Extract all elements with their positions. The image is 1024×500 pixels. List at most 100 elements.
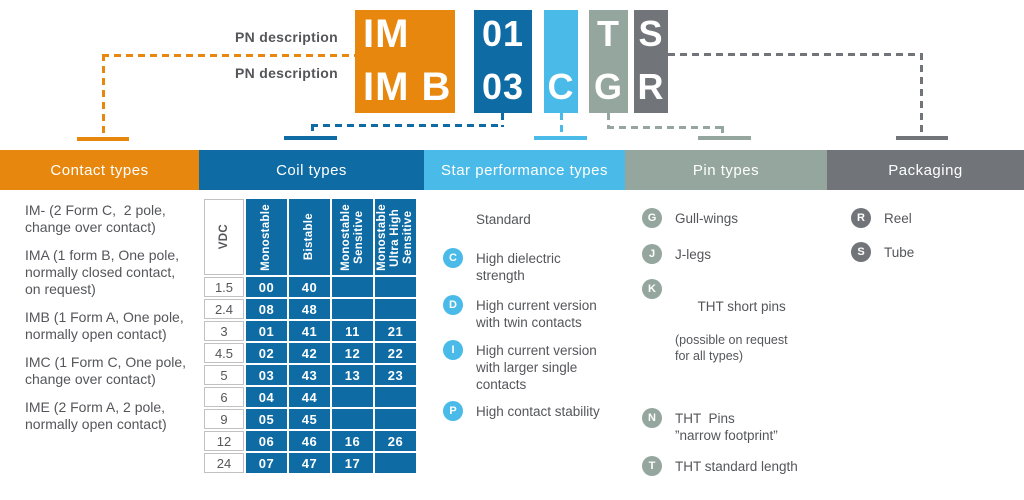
coil-table-row: 9 05 45 bbox=[204, 409, 416, 429]
pn-block-contact-line1: IM bbox=[363, 12, 410, 56]
packaging-badge-s-icon: S bbox=[851, 242, 871, 262]
coil-code-cell: 13 bbox=[332, 365, 373, 385]
pn-block-contact-line2: IM B bbox=[363, 65, 452, 109]
coil-code-cell bbox=[375, 277, 416, 297]
connector-contact-vertical bbox=[102, 54, 105, 134]
coil-table-header-cell: Monostable Ultra High Sensitive bbox=[375, 199, 416, 275]
coil-code-cell: 48 bbox=[289, 299, 330, 319]
coil-code-cell: 08 bbox=[246, 299, 287, 319]
coil-table-header-monostable: Monostable bbox=[260, 203, 272, 271]
pin-item-k: K THT short pins (possible on request fo… bbox=[642, 279, 822, 398]
star-item-standard: Standard bbox=[443, 209, 628, 229]
coil-table-header-bistable: Bistable bbox=[303, 213, 315, 261]
star-performance-list: Standard C High dielectric strength D Hi… bbox=[443, 209, 628, 421]
pin-badge-n-icon: N bbox=[642, 408, 662, 428]
coil-vdc-value: 9 bbox=[204, 409, 244, 429]
coil-vdc-value: 12 bbox=[204, 431, 244, 451]
connector-pin-horizontal bbox=[607, 126, 724, 129]
coil-code-cell: 43 bbox=[289, 365, 330, 385]
packaging-item-text: Reel bbox=[884, 211, 912, 226]
star-item-text: Standard bbox=[476, 212, 531, 227]
contact-type-item: IMC (1 Form C, One pole, change over con… bbox=[25, 354, 187, 387]
coil-table-header-cell: Monostable bbox=[246, 199, 287, 275]
coil-code-cell: 03 bbox=[246, 365, 287, 385]
pn-description-label-bottom: PN description bbox=[235, 65, 338, 81]
coil-code-cell: 40 bbox=[289, 277, 330, 297]
coil-code-cell: 07 bbox=[246, 453, 287, 473]
connector-contact-endbar bbox=[77, 137, 129, 141]
pn-block-coil-line2: 03 bbox=[481, 66, 525, 107]
badge-spacer bbox=[443, 209, 463, 229]
coil-code-cell: 44 bbox=[289, 387, 330, 407]
coil-code-cell: 42 bbox=[289, 343, 330, 363]
star-item-c: C High dielectric strength bbox=[443, 248, 628, 284]
coil-code-cell bbox=[375, 409, 416, 429]
coil-code-cell: 46 bbox=[289, 431, 330, 451]
connector-pin-vertical-bottom bbox=[721, 126, 724, 138]
connector-contact-horizontal bbox=[102, 54, 355, 57]
coil-code-cell: 04 bbox=[246, 387, 287, 407]
coil-code-cell: 22 bbox=[375, 343, 416, 363]
contact-type-item: IMB (1 Form A, One pole, normally open c… bbox=[25, 309, 184, 342]
coil-code-cell: 23 bbox=[375, 365, 416, 385]
star-item-d: D High current version with twin contact… bbox=[443, 295, 628, 331]
pn-block-coil-line1: 01 bbox=[481, 13, 525, 54]
coil-table-row: 4.5 02 42 12 22 bbox=[204, 343, 416, 363]
header-pin-types: Pin types bbox=[625, 150, 827, 190]
coil-table-vdc-header-cell: VDC bbox=[204, 199, 244, 275]
star-item-text: High current version with larger single … bbox=[476, 343, 597, 392]
contact-type-item: IME (2 Form A, 2 pole, normally open con… bbox=[25, 399, 167, 432]
coil-code-cell: 17 bbox=[332, 453, 373, 473]
coil-table-row: 5 03 43 13 23 bbox=[204, 365, 416, 385]
star-item-text: High contact stability bbox=[476, 404, 600, 419]
pn-block-coil: 01 03 bbox=[474, 10, 532, 113]
contact-type-item: IMA (1 form B, One pole, normally closed… bbox=[25, 247, 180, 297]
pin-badge-g-icon: G bbox=[642, 208, 662, 228]
coil-code-cell: 11 bbox=[332, 321, 373, 341]
coil-code-cell bbox=[332, 409, 373, 429]
connector-star-endbar bbox=[534, 136, 587, 140]
coil-code-cell: 26 bbox=[375, 431, 416, 451]
star-badge-c-icon: C bbox=[443, 248, 463, 268]
packaging-item-text: Tube bbox=[884, 245, 915, 260]
pin-item-text: Gull-wings bbox=[675, 211, 739, 226]
coil-code-cell: 47 bbox=[289, 453, 330, 473]
coil-code-cell: 16 bbox=[332, 431, 373, 451]
pin-item-note: (possible on request for all types) bbox=[675, 333, 788, 363]
coil-vdc-value: 2.4 bbox=[204, 299, 244, 319]
connector-packaging-endbar bbox=[896, 136, 948, 140]
pin-badge-t-icon: T bbox=[642, 456, 662, 476]
coil-code-cell: 12 bbox=[332, 343, 373, 363]
pn-block-star: C bbox=[544, 10, 578, 113]
coil-table-header-row: VDC Monostable Bistable Monostable Sensi… bbox=[204, 199, 416, 275]
header-coil-types-label: Coil types bbox=[276, 161, 347, 179]
pn-block-pin-line2: G bbox=[593, 66, 623, 107]
coil-table-vdc-header-label: VDC bbox=[217, 224, 230, 250]
packaging-item-r: R Reel bbox=[851, 208, 1001, 228]
coil-table-row: 2.4 08 48 bbox=[204, 299, 416, 319]
coil-code-cell: 00 bbox=[246, 277, 287, 297]
pn-block-pin-line1: T bbox=[597, 13, 620, 54]
header-star-performance-types-label: Star performance types bbox=[441, 161, 608, 179]
coil-code-cell bbox=[332, 277, 373, 297]
pin-item-n: N THT Pins ”narrow footprint” bbox=[642, 408, 822, 444]
header-contact-types-label: Contact types bbox=[50, 161, 149, 179]
connector-pin-vertical-top bbox=[607, 113, 610, 128]
coil-code-cell: 01 bbox=[246, 321, 287, 341]
header-packaging-label: Packaging bbox=[888, 161, 963, 179]
coil-table-row: 1.5 00 40 bbox=[204, 277, 416, 297]
star-item-i: I High current version with larger singl… bbox=[443, 340, 628, 393]
coil-table-row: 12 06 46 16 26 bbox=[204, 431, 416, 451]
coil-code-cell: 21 bbox=[375, 321, 416, 341]
star-badge-d-icon: D bbox=[443, 295, 463, 315]
connector-pin-endbar bbox=[698, 136, 751, 140]
pin-item-j: J J-legs bbox=[642, 244, 822, 264]
coil-vdc-value: 6 bbox=[204, 387, 244, 407]
coil-code-cell: 45 bbox=[289, 409, 330, 429]
pn-description-label-top: PN description bbox=[235, 29, 338, 45]
pin-types-list: G Gull-wings J J-legs K THT short pins (… bbox=[642, 208, 822, 476]
coil-table-header-monostable-sensitive: Monostable Sensitive bbox=[339, 203, 365, 271]
connector-coil-vertical-bottom bbox=[311, 124, 314, 138]
packaging-list: R Reel S Tube bbox=[851, 208, 1001, 262]
coil-vdc-value: 3 bbox=[204, 321, 244, 341]
